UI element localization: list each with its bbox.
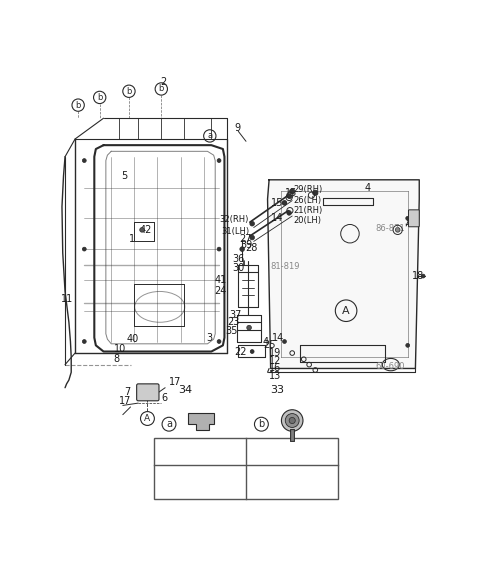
Text: 1: 1 xyxy=(129,234,135,244)
Circle shape xyxy=(217,158,221,162)
Text: 15: 15 xyxy=(285,188,297,198)
Text: 42: 42 xyxy=(140,225,152,235)
Text: A: A xyxy=(342,306,350,316)
Text: 22: 22 xyxy=(234,346,247,357)
Text: b: b xyxy=(97,93,102,102)
FancyBboxPatch shape xyxy=(408,210,419,227)
Circle shape xyxy=(289,189,295,194)
Circle shape xyxy=(283,201,287,205)
Circle shape xyxy=(83,247,86,251)
Text: 19: 19 xyxy=(269,348,281,358)
Circle shape xyxy=(196,418,202,423)
Text: b: b xyxy=(126,87,132,96)
Circle shape xyxy=(250,349,254,353)
Text: 28: 28 xyxy=(245,243,258,253)
Text: 29(RH): 29(RH) xyxy=(294,185,323,194)
Circle shape xyxy=(406,216,409,220)
Text: 40: 40 xyxy=(127,334,139,344)
Text: 16: 16 xyxy=(269,364,281,374)
Circle shape xyxy=(240,247,244,252)
Text: 30: 30 xyxy=(232,264,244,273)
Text: 18: 18 xyxy=(412,271,425,281)
FancyBboxPatch shape xyxy=(154,438,338,499)
Polygon shape xyxy=(188,413,214,430)
Text: a: a xyxy=(166,419,172,429)
Circle shape xyxy=(217,340,221,344)
Circle shape xyxy=(281,410,303,431)
Text: a: a xyxy=(207,131,212,140)
Text: b: b xyxy=(258,419,264,429)
Circle shape xyxy=(217,247,221,251)
Text: 11: 11 xyxy=(61,294,73,304)
Text: 12: 12 xyxy=(269,356,281,366)
Text: 6: 6 xyxy=(161,392,168,403)
Text: 8: 8 xyxy=(114,354,120,364)
Circle shape xyxy=(289,417,295,424)
Text: 41: 41 xyxy=(215,275,227,285)
Text: 14: 14 xyxy=(271,214,283,223)
Text: 9: 9 xyxy=(234,123,240,133)
Text: 20(LH): 20(LH) xyxy=(294,216,322,225)
Text: 35: 35 xyxy=(225,327,238,336)
Circle shape xyxy=(312,190,318,195)
Text: 38: 38 xyxy=(404,217,416,227)
Text: 3: 3 xyxy=(206,333,212,343)
Text: 23: 23 xyxy=(227,318,239,327)
Text: 2: 2 xyxy=(160,77,167,87)
Text: 25: 25 xyxy=(263,340,276,350)
Text: 26(LH): 26(LH) xyxy=(294,196,322,205)
FancyBboxPatch shape xyxy=(137,384,159,401)
Polygon shape xyxy=(267,180,419,369)
Circle shape xyxy=(250,222,254,226)
Text: 60-690: 60-690 xyxy=(375,362,405,371)
Text: 14: 14 xyxy=(272,333,285,343)
Text: 13: 13 xyxy=(269,371,281,381)
Circle shape xyxy=(145,391,150,395)
Text: 5: 5 xyxy=(121,171,128,181)
Circle shape xyxy=(287,194,291,198)
Circle shape xyxy=(283,340,287,344)
Circle shape xyxy=(421,274,425,278)
Text: 24: 24 xyxy=(215,286,227,296)
Text: b: b xyxy=(75,101,81,110)
Text: 10: 10 xyxy=(114,344,126,354)
Circle shape xyxy=(140,228,144,232)
Text: 4: 4 xyxy=(365,182,371,193)
Text: 36: 36 xyxy=(232,254,244,264)
Text: 17: 17 xyxy=(119,396,132,406)
Text: 15: 15 xyxy=(271,198,283,208)
Text: 39: 39 xyxy=(240,240,252,250)
Circle shape xyxy=(250,235,254,240)
Text: b: b xyxy=(158,85,164,94)
Text: 33: 33 xyxy=(271,385,285,395)
Circle shape xyxy=(83,340,86,344)
Text: 34: 34 xyxy=(178,385,192,395)
Text: 86-871: 86-871 xyxy=(375,224,405,233)
Circle shape xyxy=(282,201,287,205)
Text: 21(RH): 21(RH) xyxy=(294,206,323,215)
Text: 17: 17 xyxy=(169,377,181,387)
Circle shape xyxy=(406,344,409,347)
Text: 37: 37 xyxy=(229,310,241,320)
Circle shape xyxy=(83,158,86,162)
Text: 81-819: 81-819 xyxy=(271,262,300,272)
Text: 32(RH): 32(RH) xyxy=(220,215,249,224)
Circle shape xyxy=(396,228,400,232)
Text: A: A xyxy=(144,414,151,423)
Circle shape xyxy=(285,414,299,428)
Circle shape xyxy=(247,325,252,330)
Text: 31(LH): 31(LH) xyxy=(221,227,249,236)
Circle shape xyxy=(287,211,291,215)
Text: 27: 27 xyxy=(240,234,252,244)
Text: 7: 7 xyxy=(124,387,131,396)
Text: 4: 4 xyxy=(263,336,269,346)
